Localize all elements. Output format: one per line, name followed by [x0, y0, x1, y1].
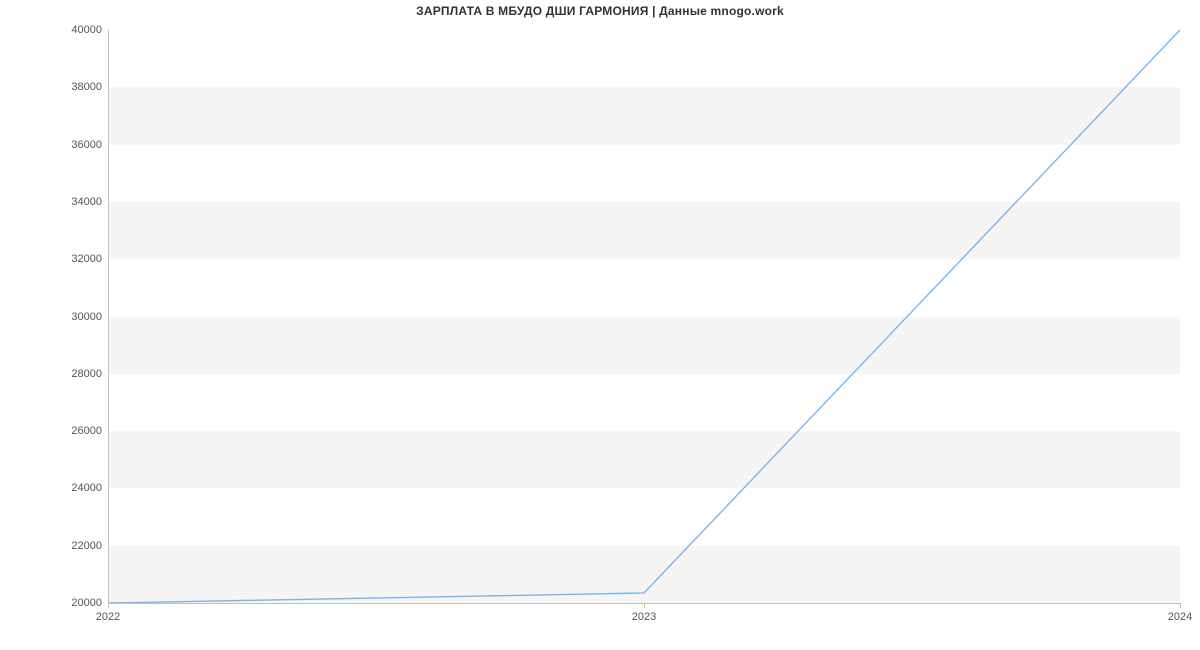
y-tick-label: 36000 — [71, 139, 102, 151]
plot-area: 2000022000240002600028000300003200034000… — [108, 30, 1180, 603]
x-tick-label: 2023 — [632, 611, 656, 623]
y-tick-label: 30000 — [71, 311, 102, 323]
line-layer — [108, 30, 1180, 603]
y-tick-label: 40000 — [71, 24, 102, 36]
x-tick-label: 2022 — [96, 611, 120, 623]
series-line-salary — [108, 30, 1180, 603]
y-tick-label: 32000 — [71, 253, 102, 265]
x-tick-mark — [644, 603, 645, 608]
y-axis-line — [108, 30, 109, 603]
y-tick-label: 28000 — [71, 368, 102, 380]
x-tick-mark — [108, 603, 109, 608]
y-tick-label: 38000 — [71, 81, 102, 93]
y-tick-label: 26000 — [71, 425, 102, 437]
y-tick-label: 22000 — [71, 540, 102, 552]
y-tick-label: 34000 — [71, 196, 102, 208]
y-tick-label: 24000 — [71, 482, 102, 494]
x-tick-label: 2024 — [1168, 611, 1192, 623]
salary-line-chart: ЗАРПЛАТА В МБУДО ДШИ ГАРМОНИЯ | Данные m… — [0, 0, 1200, 650]
x-tick-mark — [1180, 603, 1181, 608]
y-tick-label: 20000 — [71, 597, 102, 609]
chart-title: ЗАРПЛАТА В МБУДО ДШИ ГАРМОНИЯ | Данные m… — [0, 4, 1200, 18]
